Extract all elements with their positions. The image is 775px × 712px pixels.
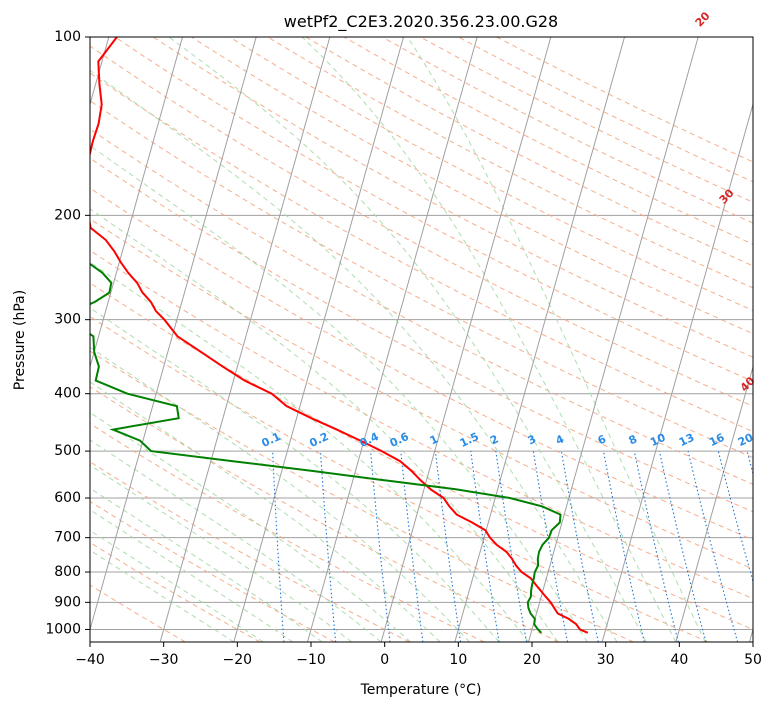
isotherm-line [86,37,256,642]
dry-adiabat-line [0,37,409,642]
y-tick-label: 1000 [45,621,81,637]
mixing-ratio-label: 2 [488,432,500,447]
x-tick-label: −10 [296,652,326,668]
y-tick-label: 800 [54,564,81,580]
x-tick-label: 20 [523,652,541,668]
x-tick-label: 10 [449,652,467,668]
dry-adiabat-line [0,37,484,642]
moist-adiabat-line [0,37,470,642]
dry-adiabat-line [153,37,775,642]
moist-adiabat-line [169,37,646,642]
moist-adiabat-line [0,37,558,642]
dry-adiabat-line [0,37,775,642]
dry-adiabat-line [0,37,775,642]
x-tick-label: −30 [149,652,179,668]
isotherm-line [381,37,551,642]
dry-adiabat-line [268,37,775,642]
isotherm-label: 20 [693,9,713,29]
dry-adiabat-line [0,37,775,642]
moist-adiabat-line [0,37,440,642]
y-tick-label: 900 [54,594,81,610]
chart-title: wetPf2_C2E3.2020.356.23.00.G28 [284,12,558,32]
mixing-ratio-label: 0.4 [358,430,381,450]
dry-adiabat-line [1,37,775,642]
isotherm-line [160,37,330,642]
mixing-ratio-line [321,451,336,642]
mixing-ratio-label: 6 [596,432,609,447]
dewpoint-line [0,37,560,633]
mixing-ratio-label: 16 [707,431,727,449]
dry-adiabat-line [420,37,775,642]
x-tick-label: −20 [223,652,253,668]
moist-adiabat-line [0,37,234,642]
y-tick-label: 400 [54,386,81,402]
mixing-ratio-line [273,451,284,642]
dry-adiabat-line [344,37,775,642]
y-tick-label: 500 [54,443,81,459]
moist-adiabat-line [0,37,381,642]
x-tick-label: 50 [744,652,762,668]
mixing-ratio-label: 8 [627,432,639,447]
mixing-ratio-label: 1.5 [458,430,481,450]
y-tick-label: 100 [54,29,81,45]
isotherm-line [307,37,477,642]
isotherm-line [676,37,775,642]
moist-adiabat-line [0,37,263,642]
mixing-ratio-label: 0.6 [388,430,411,450]
mixing-ratio-line [688,451,738,642]
mixing-ratio-label: 0.1 [260,430,283,450]
dry-adiabat-line [115,37,775,642]
mixing-ratio-label: 4 [554,432,567,447]
x-tick-label: 30 [597,652,615,668]
mixing-ratio-line [603,451,644,642]
plot-frame [90,37,753,642]
mixing-ratio-line [471,451,499,642]
mixing-ratio-label: 10 [648,431,668,449]
isotherm-label: 40 [738,374,758,394]
mixing-ratio-line [634,451,678,642]
x-axis-label: Temperature (°C) [360,682,482,698]
y-tick-label: 700 [54,530,81,546]
mixing-ratio-line [533,451,567,642]
isotherm-line [234,37,404,642]
y-tick-label: 300 [54,312,81,328]
dry-adiabat-line [0,37,775,642]
moist-adiabat-line [0,37,293,642]
mixing-ratio-line [659,451,706,642]
mixing-ratio-line [718,451,771,642]
mixing-ratio-label: 0.2 [307,430,330,450]
isotherm-label: 30 [717,186,737,206]
x-tick-label: −40 [75,652,105,668]
y-tick-label: 600 [54,490,81,506]
mixing-ratio-line [747,451,775,642]
isotherm-line [602,37,772,642]
dry-adiabat-line [0,37,559,642]
mixing-ratio-label: 13 [677,431,696,449]
dry-adiabat-line [230,37,775,642]
dry-adiabat-line [0,37,708,642]
moist-adiabat-line [0,37,411,642]
dry-adiabat-line [0,37,775,642]
x-tick-label: 0 [380,652,389,668]
moist-adiabat-line [302,37,676,642]
dry-adiabat-line [382,37,775,642]
moist-adiabat-line [0,37,499,642]
moist-adiabat-line [0,37,529,642]
moist-adiabat-line [0,37,322,642]
y-axis-label: Pressure (hPa) [12,290,28,390]
mixing-ratio-line [435,451,460,642]
y-tick-label: 200 [54,207,81,223]
x-tick-label: 40 [670,652,688,668]
dry-adiabat-line [0,37,775,642]
